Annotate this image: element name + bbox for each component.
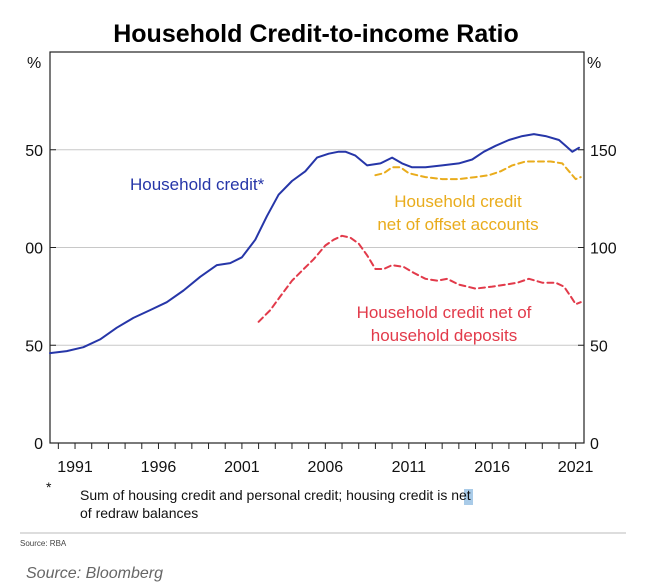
annotation-line: net of offset accounts [377,215,538,234]
annotation-household-credit: Household credit* [130,175,265,194]
series-group [49,133,582,355]
footnote-line-2: of redraw balances [80,505,198,521]
source-small: Source: RBA [20,539,67,548]
right-tick-label: 150 [590,143,617,160]
annotation-line: Household credit [394,192,522,211]
left-tick-label: 00 [25,241,43,258]
footnote-marker: * [46,479,52,495]
x-tick-label: 1991 [57,459,93,476]
left-axis-unit: % [27,55,41,72]
x-axis: 1991 1996 2001 2006 2011 2016 2021 [57,443,594,476]
x-tick-label: 2006 [308,459,344,476]
series-net-deposits [257,234,582,323]
x-tick-label: 2021 [558,459,594,476]
series-household-credit [49,133,580,355]
gridlines [50,149,584,346]
right-tick-label: 50 [590,338,608,355]
x-tick-label: 1996 [141,459,177,476]
annotation-net-offset: Household credit net of offset accounts [377,192,538,234]
left-tick-label: 50 [25,338,43,355]
annotation-line: Household credit* [130,175,265,194]
x-tick-label: 2016 [474,459,510,476]
right-tick-label: 100 [590,241,617,258]
text-highlight [464,489,473,505]
right-tick-label: 0 [590,436,599,453]
x-tick-label: 2011 [392,459,427,476]
annotation-line: household deposits [371,326,518,345]
left-tick-label: 0 [34,436,43,453]
annotation-net-deposits: Household credit net of household deposit… [357,303,532,345]
left-axis: 0 50 00 50 [25,143,56,453]
right-axis: 0 50 100 150 [578,143,617,453]
footnote-line-1: Sum of housing credit and personal credi… [80,487,471,503]
chart-title: Household Credit-to-income Ratio [113,20,519,48]
left-tick-label: 50 [25,143,43,160]
right-axis-unit: % [587,55,601,72]
x-tick-label: 2001 [224,459,260,476]
series-net-offset [374,160,582,181]
annotation-line: Household credit net of [357,303,532,322]
source-caption: Source: Bloomberg [26,565,163,582]
